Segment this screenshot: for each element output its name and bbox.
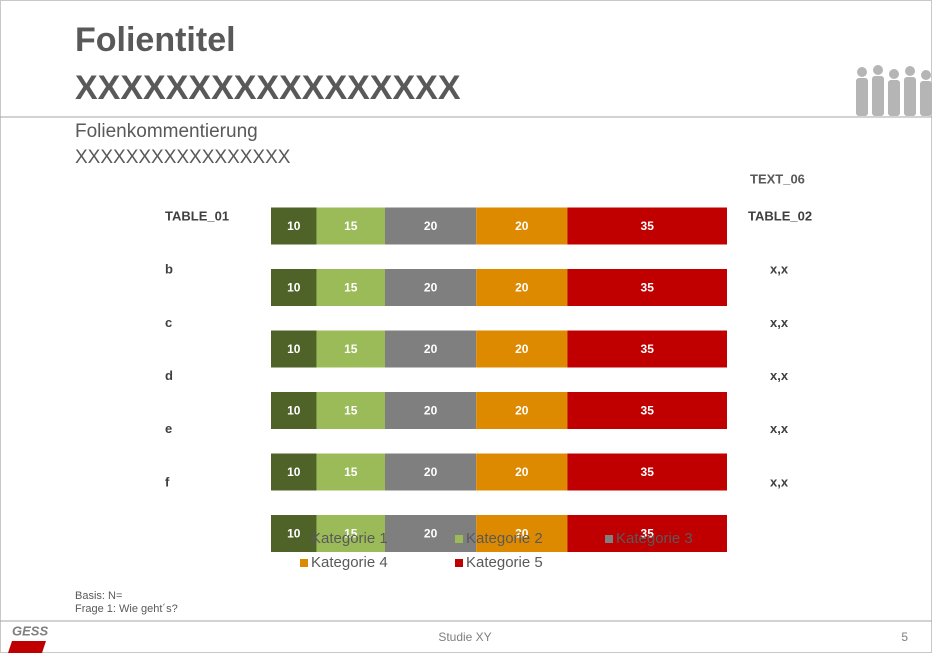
data-label: 15 — [344, 342, 358, 356]
side-table-cell: x,x — [770, 315, 789, 330]
data-label: 15 — [344, 281, 358, 295]
data-label: 20 — [424, 404, 438, 418]
data-label: 15 — [344, 219, 358, 233]
note: Basis: N= — [75, 590, 122, 602]
footer-text: Studie XY — [438, 630, 491, 644]
data-label: 20 — [424, 527, 438, 541]
logo-shape — [8, 641, 46, 653]
side-table-cell: x,x — [770, 262, 789, 277]
data-label: 10 — [287, 219, 301, 233]
side-table-cell: x,x — [770, 421, 789, 436]
legend-label: Kategorie 3 — [616, 530, 693, 547]
data-label: 10 — [287, 281, 301, 295]
category-label: e — [165, 421, 172, 436]
slide-title: XXXXXXXXXXXXXXXXX — [75, 69, 461, 107]
data-label: 10 — [287, 465, 301, 479]
legend-label: Kategorie 5 — [466, 554, 543, 571]
data-label: 20 — [515, 465, 529, 479]
data-label: 20 — [424, 219, 438, 233]
data-label: 35 — [641, 404, 655, 418]
data-label: 15 — [344, 404, 358, 418]
side-table-cell: x,x — [770, 474, 789, 489]
legend-label: Kategorie 4 — [311, 554, 388, 571]
legend-swatch — [605, 535, 613, 543]
data-label: 20 — [515, 219, 529, 233]
legend-swatch — [300, 559, 308, 567]
data-label: 20 — [424, 342, 438, 356]
slide: Folientitel XXXXXXXXXXXXXXXXX Folienkomm… — [0, 0, 932, 653]
legend-label: Kategorie 2 — [466, 530, 543, 547]
category-label: TABLE_01 — [165, 208, 229, 223]
data-label: 20 — [424, 281, 438, 295]
category-label: f — [165, 474, 170, 489]
side-table-cell: x,x — [770, 368, 789, 383]
legend-swatch — [300, 535, 308, 543]
logo: GESS — [12, 623, 48, 638]
page-number: 5 — [901, 630, 908, 644]
slide-comment: XXXXXXXXXXXXXXXXX — [75, 147, 291, 168]
data-label: 35 — [641, 219, 655, 233]
data-label: 10 — [287, 404, 301, 418]
data-label: 15 — [344, 465, 358, 479]
category-label: d — [165, 368, 173, 383]
category-label: b — [165, 262, 173, 277]
category-label: c — [165, 315, 172, 330]
data-label: 35 — [641, 465, 655, 479]
data-label: 35 — [641, 342, 655, 356]
note: Frage 1: Wie geht´s? — [75, 603, 178, 615]
data-label: 20 — [515, 342, 529, 356]
data-label: 10 — [287, 527, 301, 541]
slide-comment: Folienkommentierung — [75, 121, 258, 142]
legend-swatch — [455, 559, 463, 567]
data-label: 20 — [424, 465, 438, 479]
slide-title: Folientitel — [75, 21, 236, 59]
data-label: 20 — [515, 404, 529, 418]
side-table-cell: TABLE_02 — [748, 208, 812, 223]
legend-swatch — [455, 535, 463, 543]
legend-label: Kategorie 1 — [311, 530, 388, 547]
data-label: 35 — [641, 281, 655, 295]
side-table-header: TEXT_06 — [750, 171, 805, 186]
data-label: 20 — [515, 281, 529, 295]
data-label: 10 — [287, 342, 301, 356]
